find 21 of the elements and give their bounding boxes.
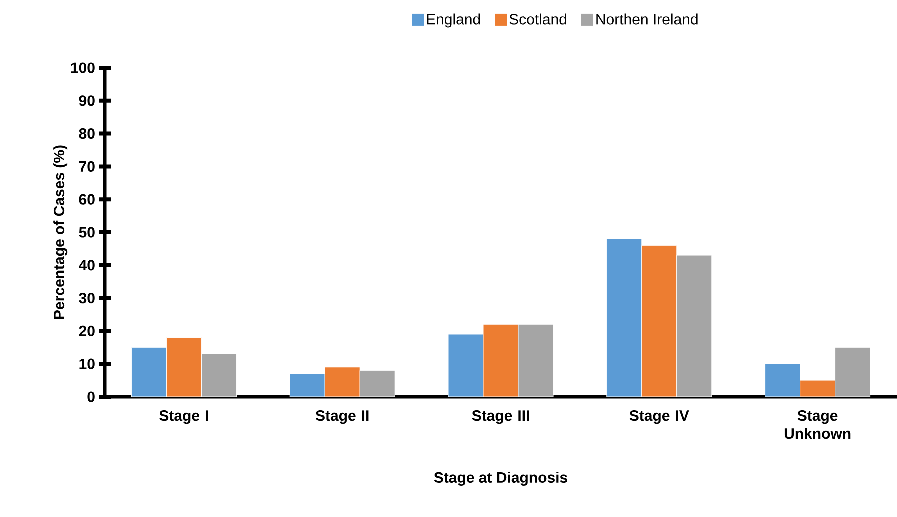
y-tick-label: 0 — [88, 392, 95, 402]
y-tick-label: 60 — [79, 194, 95, 205]
y-tick-label: 90 — [79, 96, 95, 106]
x-axis-title: Stage at Diagnosis — [434, 472, 568, 486]
legend-label: Northen Ireland — [596, 14, 698, 25]
y-tick-label: 40 — [79, 260, 95, 271]
y-axis-title: Percentage of Cases (%) — [54, 146, 68, 320]
legend-label: England — [427, 14, 480, 28]
y-tick-label: 70 — [79, 161, 95, 172]
x-tick-label: Stage I — [160, 410, 208, 424]
legend-label: Scotland — [510, 14, 566, 25]
x-tick-label: Stage Unknown — [784, 410, 851, 440]
x-tick-label: Stage III — [472, 410, 530, 424]
x-tick-label: Stage II — [316, 410, 369, 424]
y-tick-label: 50 — [79, 227, 95, 238]
y-tick-label: 100 — [71, 62, 95, 74]
y-tick-label: 10 — [80, 358, 95, 370]
y-tick-label: 20 — [79, 326, 95, 337]
y-tick-label: 30 — [79, 292, 95, 304]
x-tick-label: Stage IV — [630, 410, 690, 424]
y-tick-label: 80 — [79, 128, 95, 140]
